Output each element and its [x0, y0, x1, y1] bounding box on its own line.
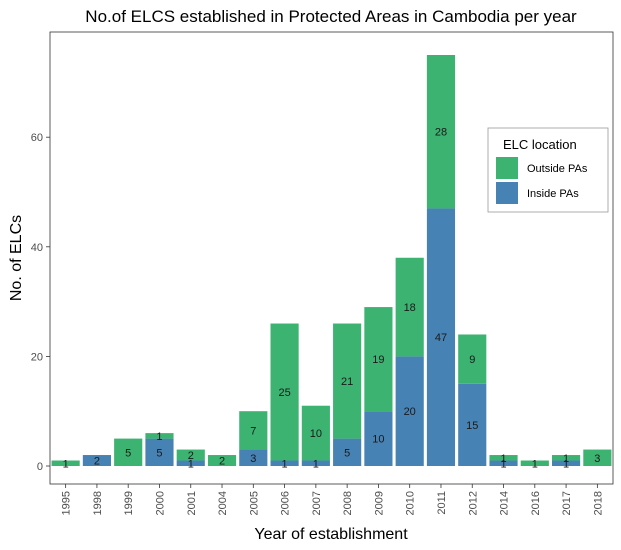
- x-tick-label-2014: 2014: [499, 491, 511, 515]
- x-tick-label-2006: 2006: [280, 491, 292, 515]
- x-tick-label-2005: 2005: [248, 491, 260, 515]
- legend-title: ELC location: [503, 137, 577, 152]
- bar-inside-pas-2001: [176, 460, 205, 466]
- x-tick-label-2000: 2000: [154, 491, 166, 515]
- y-tick-label-40: 40: [31, 242, 43, 254]
- y-tick-label-60: 60: [31, 132, 43, 144]
- bar-inside-pas-2005: [239, 449, 268, 466]
- bar-outside-pas-2008: [333, 323, 362, 439]
- bar-outside-pas-2005: [239, 411, 268, 450]
- bar-label-outside-pas-2006: 25: [278, 387, 290, 399]
- x-tick-label-2016: 2016: [530, 491, 542, 515]
- x-tick-label-2004: 2004: [217, 491, 229, 515]
- bar-outside-pas-2007: [301, 405, 330, 461]
- bar-label-outside-pas-2004: 2: [219, 456, 225, 468]
- x-tick-label-2010: 2010: [405, 491, 417, 515]
- bar-inside-pas-2006: [270, 460, 299, 466]
- bar-label-inside-pas-2017: 1: [563, 458, 569, 470]
- bar-label-outside-pas-2014: 1: [500, 453, 506, 465]
- bar-label-outside-pas-2001: 2: [188, 450, 194, 462]
- x-tick-label-2007: 2007: [311, 491, 323, 515]
- bar-label-outside-pas-2012: 9: [469, 354, 475, 366]
- x-tick-label-2018: 2018: [592, 491, 604, 515]
- bar-label-outside-pas-2000: 1: [156, 431, 162, 443]
- bar-inside-pas-2008: [333, 438, 362, 466]
- bar-outside-pas-2006: [270, 323, 299, 461]
- bar-outside-pas-2010: [395, 257, 424, 357]
- bar-outside-pas-2009: [364, 307, 393, 412]
- bar-label-inside-pas-2011: 47: [435, 332, 447, 344]
- bar-label-outside-pas-2007: 10: [310, 428, 322, 440]
- x-tick-label-2001: 2001: [186, 491, 198, 515]
- bar-label-inside-pas-2008: 5: [344, 447, 350, 459]
- bar-label-inside-pas-2010: 20: [404, 406, 416, 418]
- bar-outside-pas-1995: [51, 460, 80, 466]
- bar-label-outside-pas-1999: 5: [125, 447, 131, 459]
- bar-label-outside-pas-2011: 28: [435, 127, 447, 139]
- x-tick-label-2008: 2008: [342, 491, 354, 515]
- x-tick-label-2011: 2011: [436, 491, 448, 515]
- bar-label-outside-pas-1995: 1: [63, 458, 69, 470]
- bar-label-inside-pas-2009: 10: [372, 434, 384, 446]
- bar-label-inside-pas-2012: 15: [466, 420, 478, 432]
- bar-label-inside-pas-2000: 5: [156, 447, 162, 459]
- bar-inside-pas-2011: [426, 208, 456, 466]
- bar-inside-pas-2017: [552, 460, 581, 466]
- bar-outside-pas-2001: [176, 449, 205, 461]
- y-axis-title: No. of ELCs: [8, 215, 25, 301]
- bar-label-outside-pas-2010: 18: [404, 302, 416, 314]
- bar-label-outside-pas-2017: 1: [563, 453, 569, 465]
- bar-outside-pas-2016: [520, 460, 549, 466]
- bar-label-outside-pas-2018: 3: [594, 453, 600, 465]
- x-tick-label-1995: 1995: [61, 491, 73, 515]
- legend: ELC location Outside PAs Inside PAs: [487, 127, 609, 213]
- bar-label-inside-pas-1998: 2: [94, 456, 100, 468]
- x-tick-label-2017: 2017: [561, 491, 573, 515]
- bar-label-outside-pas-2008: 21: [341, 376, 353, 388]
- bar-outside-pas-2014: [489, 455, 518, 461]
- bar-label-outside-pas-2009: 19: [372, 354, 384, 366]
- bar-inside-pas-1998: [82, 455, 111, 466]
- x-tick-label-1999: 1999: [123, 491, 135, 515]
- bar-outside-pas-2018: [583, 449, 612, 466]
- y-tick-label-0: 0: [37, 461, 43, 473]
- bar-outside-pas-1999: [114, 438, 143, 466]
- bar-label-outside-pas-2016: 1: [532, 458, 538, 470]
- legend-label-inside-pas: Inside PAs: [527, 188, 579, 200]
- bar-label-inside-pas-2001: 1: [188, 458, 194, 470]
- legend-swatch-inside-pas: [496, 182, 518, 204]
- x-tick-label-1998: 1998: [92, 491, 104, 515]
- y-tick-label-20: 20: [31, 351, 43, 363]
- x-axis-title: Year of establishment: [254, 526, 408, 543]
- legend-swatch-outside-pas: [496, 157, 518, 179]
- x-tick-label-2012: 2012: [467, 491, 479, 515]
- bar-outside-pas-2011: [426, 55, 456, 209]
- y-axis: 0 20 40 60: [31, 132, 50, 473]
- bar-inside-pas-2012: [458, 383, 487, 466]
- bar-outside-pas-2004: [207, 455, 237, 466]
- bar-inside-pas-2000: [145, 438, 174, 466]
- bar-inside-pas-2009: [364, 411, 393, 466]
- bar-outside-pas-2017: [552, 455, 581, 461]
- bar-label-inside-pas-2014: 1: [500, 458, 506, 470]
- bar-label-inside-pas-2007: 1: [313, 458, 319, 470]
- panel-border: [49, 31, 614, 485]
- bar-outside-pas-2000: [145, 433, 174, 439]
- chart-title: No.of ELCS established in Protected Area…: [85, 7, 577, 26]
- bar-label-outside-pas-2005: 7: [250, 425, 256, 437]
- bar-label-inside-pas-2005: 3: [250, 453, 256, 465]
- x-axis: 1995 1998 1999 2000 2001 2004 2005 2006 2007 2008…: [61, 484, 604, 515]
- bar-inside-pas-2010: [395, 356, 424, 466]
- bar-outside-pas-2012: [458, 334, 487, 384]
- bar-inside-pas-2007: [301, 460, 330, 466]
- bar-label-inside-pas-2006: 1: [282, 458, 288, 470]
- bars-layer: [51, 55, 612, 466]
- legend-label-outside-pas: Outside PAs: [527, 163, 588, 175]
- x-tick-label-2009: 2009: [373, 491, 385, 515]
- bar-inside-pas-2014: [489, 460, 518, 466]
